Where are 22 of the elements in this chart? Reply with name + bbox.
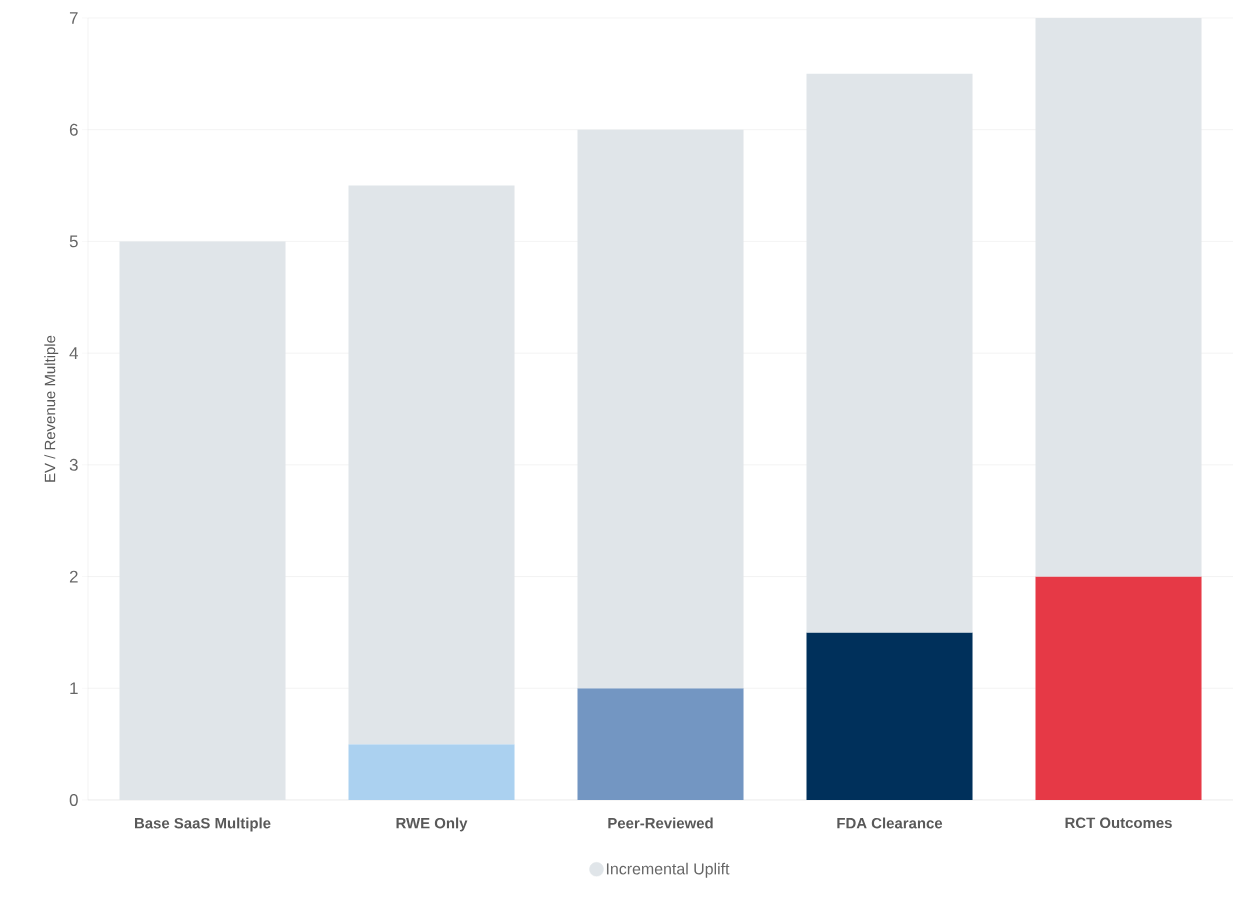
legend-label: Incremental Uplift [606, 862, 730, 878]
bar [577, 688, 744, 800]
x-tick-label: RCT Outcomes [1065, 817, 1172, 829]
y-axis-title: EV / Revenue Multiple [44, 335, 59, 482]
bar [806, 632, 973, 800]
y-tick-label: 5 [69, 235, 78, 248]
y-tick-label: 7 [69, 12, 78, 24]
x-tick-label: Peer-Reviewed [608, 817, 713, 829]
bar [1035, 576, 1202, 800]
y-tick-label: 2 [69, 570, 78, 583]
bar [348, 744, 515, 800]
y-tick-label: 6 [69, 123, 78, 136]
x-tick-label: Base SaaS Multiple [134, 817, 271, 832]
y-tick-label: 1 [70, 682, 78, 695]
bar [577, 129, 744, 689]
bar [348, 185, 515, 745]
bar [806, 73, 973, 633]
x-tick-label: FDA Clearance [837, 817, 943, 829]
y-tick-label: 4 [69, 347, 78, 359]
y-tick-label: 3 [69, 458, 78, 471]
y-tick-label: 0 [69, 793, 78, 806]
x-tick-label: RWE Only [396, 817, 468, 832]
